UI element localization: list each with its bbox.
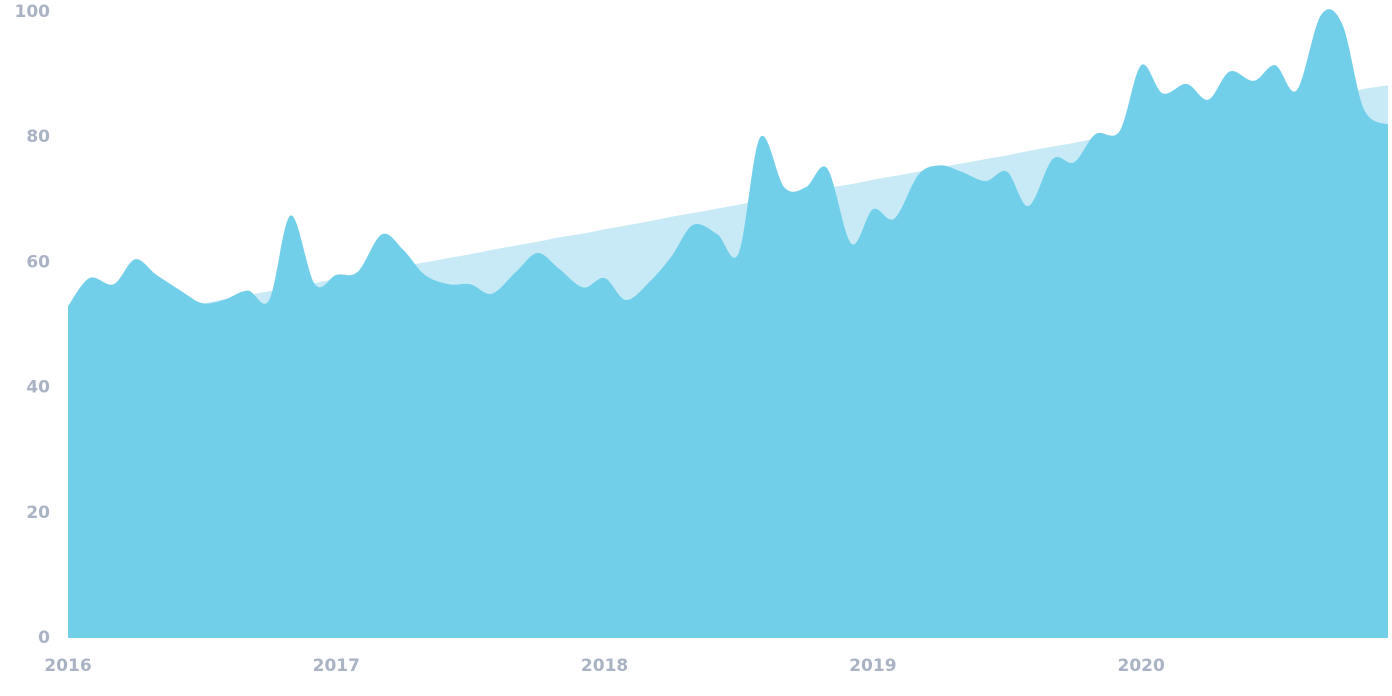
y-tick-label: 0: [38, 628, 50, 648]
x-tick-label: 2017: [313, 656, 360, 676]
x-tick-label: 2018: [581, 656, 628, 676]
y-tick-label: 20: [26, 503, 50, 523]
y-tick-label: 60: [26, 252, 50, 272]
y-tick-label: 80: [26, 127, 50, 147]
x-tick-label: 2020: [1118, 656, 1165, 676]
y-tick-label: 100: [15, 2, 51, 22]
x-tick-label: 2016: [44, 656, 91, 676]
area: [68, 9, 1388, 639]
y-tick-label: 40: [26, 378, 50, 398]
x-tick-label: 2019: [849, 656, 896, 676]
